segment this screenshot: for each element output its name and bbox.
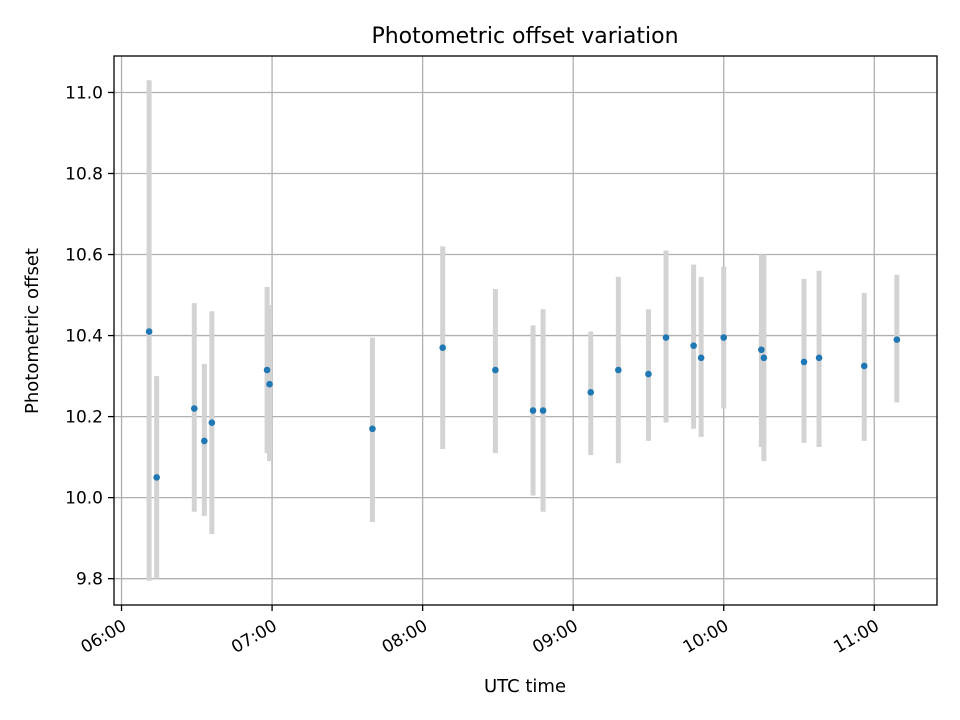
data-point	[645, 370, 652, 378]
y-tick-label: 9.8	[76, 570, 103, 590]
data-point	[492, 366, 499, 374]
data-point	[587, 388, 595, 396]
y-tick-label: 10.2	[65, 408, 103, 428]
data-point	[815, 354, 823, 362]
data-point	[201, 437, 208, 445]
data-point	[208, 419, 216, 426]
data-point	[145, 328, 153, 335]
data-point	[893, 336, 901, 343]
data-point	[758, 346, 765, 354]
chart-title: Photometric offset variation	[371, 24, 678, 49]
grid	[114, 56, 937, 605]
x-axis-label: UTC time	[484, 676, 566, 697]
data-point	[662, 334, 670, 341]
data-point	[539, 407, 547, 414]
data-point	[697, 354, 705, 362]
data-point	[529, 407, 537, 414]
y-axis: 9.8 10.0 10.2 10.4 10.6 10.8 11.0	[65, 83, 114, 590]
data-point	[690, 342, 697, 349]
data-point	[190, 405, 198, 412]
y-tick-label: 10.8	[65, 164, 103, 184]
plot-frame	[113, 55, 938, 606]
data-point	[800, 358, 808, 366]
y-tick-label: 10.6	[65, 246, 103, 266]
data-points	[145, 328, 901, 481]
y-tick-label: 10.0	[65, 489, 103, 509]
data-point	[369, 425, 376, 433]
data-point	[720, 334, 728, 341]
data-point	[439, 344, 446, 352]
data-point	[266, 380, 273, 388]
plot-area	[114, 56, 937, 605]
data-point	[153, 474, 160, 481]
y-axis-label: Photometric offset	[22, 248, 43, 414]
y-tick-label: 10.4	[65, 327, 103, 347]
data-point	[860, 362, 868, 370]
data-point	[760, 354, 768, 362]
data-point	[615, 366, 622, 374]
data-point	[263, 366, 271, 374]
y-tick-label: 11.0	[65, 83, 103, 103]
